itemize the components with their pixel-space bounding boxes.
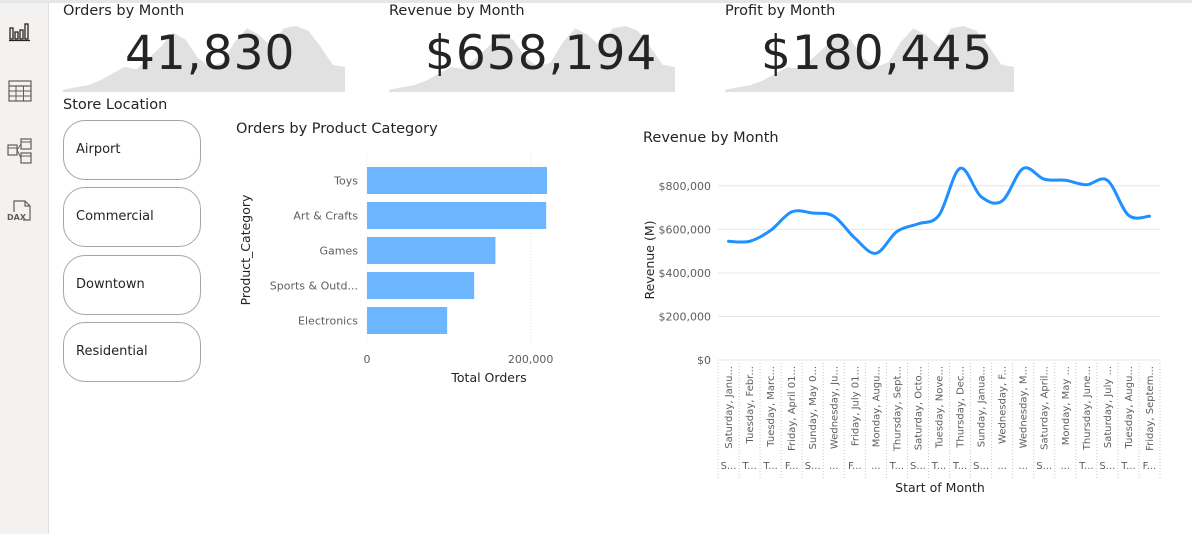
line-x-tick-label: Tuesday, Febr...: [745, 366, 756, 444]
model-view-icon[interactable]: [6, 137, 34, 165]
bar-x-tick-label: 200,000: [508, 353, 554, 366]
line-x-tick-sublabel: T...: [762, 461, 777, 472]
line-x-tick-label: Sunday, Janua...: [977, 366, 988, 447]
slicer-option-label: Airport: [76, 142, 121, 157]
line-y-tick-label: $600,000: [659, 223, 712, 236]
table-view-icon[interactable]: [6, 77, 34, 105]
line-x-tick-label: Wednesday, Ju...: [829, 366, 840, 449]
bar-y-axis-title: Product_Category: [238, 194, 253, 305]
line-x-tick-sublabel: S...: [1036, 461, 1052, 472]
bar-x-axis-title: Total Orders: [450, 370, 526, 385]
line-x-tick-sublabel: ...: [871, 461, 881, 472]
line-x-tick-sublabel: T...: [952, 461, 967, 472]
line-x-tick-label: Tuesday, Augu...: [1124, 366, 1135, 449]
line-y-tick-label: $0: [697, 354, 711, 367]
kpi-sparkline: [725, 26, 1014, 92]
kpi-card-profit: Profit by Month $180,445: [725, 0, 1014, 92]
bar-x-tick-label: 0: [364, 353, 371, 366]
bar[interactable]: [367, 167, 547, 194]
line-x-tick-label: Thursday, Sept...: [892, 366, 903, 452]
slicer-title: Store Location: [63, 97, 168, 113]
line-y-tick-label: $800,000: [659, 180, 712, 193]
line-x-tick-sublabel: F...: [785, 461, 799, 472]
line-x-tick-sublabel: T...: [741, 461, 756, 472]
report-view-icon[interactable]: [6, 18, 34, 46]
line-x-tick-sublabel: F...: [1143, 461, 1157, 472]
line-x-tick-sublabel: S...: [805, 461, 821, 472]
line-x-tick-sublabel: ...: [1018, 461, 1028, 472]
line-x-tick-sublabel: T...: [931, 461, 946, 472]
line-x-tick-sublabel: T...: [889, 461, 904, 472]
kpi-title: Revenue by Month: [389, 3, 525, 19]
line-x-tick-label: Friday, Septem...: [1145, 366, 1156, 451]
view-sidebar: DAX: [0, 3, 49, 534]
bar-chart-title: Orders by Product Category: [236, 121, 438, 137]
bar-category-label: Games: [320, 245, 359, 258]
slicer-option-label: Residential: [76, 344, 148, 359]
line-x-tick-label: Saturday, April...: [1040, 366, 1051, 450]
line-x-tick-label: Monday, Augu...: [871, 366, 882, 447]
line-x-tick-sublabel: S...: [910, 461, 926, 472]
slicer-option-airport[interactable]: Airport: [63, 120, 201, 180]
line-x-tick-sublabel: F...: [848, 461, 862, 472]
slicer-option-residential[interactable]: Residential: [63, 322, 201, 382]
bar[interactable]: [367, 237, 496, 264]
bar[interactable]: [367, 272, 475, 299]
line-x-tick-sublabel: T...: [1120, 461, 1135, 472]
line-x-tick-label: Saturday, Janu...: [724, 366, 735, 449]
kpi-value: $180,445: [761, 26, 994, 81]
kpi-sparkline: [63, 26, 345, 92]
line-x-tick-label: Sunday, May 0...: [808, 366, 819, 450]
line-y-tick-label: $400,000: [659, 267, 712, 280]
line-x-tick-label: Saturday, Octo...: [914, 366, 925, 450]
line-x-tick-label: Saturday, July ...: [1103, 366, 1114, 448]
bar-category-label: Art & Crafts: [293, 210, 358, 223]
line-x-tick-label: Monday, May ...: [1061, 366, 1072, 445]
bar-category-label: Sports & Outd...: [270, 280, 358, 293]
line-x-tick-sublabel: S...: [1099, 461, 1115, 472]
line-x-tick-sublabel: S...: [721, 461, 737, 472]
slicer-option-downtown[interactable]: Downtown: [63, 255, 201, 315]
line-x-tick-label: Tuesday, Nove...: [935, 366, 946, 449]
kpi-title: Profit by Month: [725, 3, 836, 19]
bar-category-label: Toys: [333, 175, 358, 188]
kpi-card-orders: Orders by Month 41,830: [63, 0, 345, 92]
orders-by-category-bar-chart[interactable]: 0 200,000 Toys Art & Crafts Games Sports & Ou…: [230, 145, 590, 390]
line-x-tick-sublabel: ...: [829, 461, 839, 472]
line-x-tick-sublabel: ...: [1061, 461, 1071, 472]
line-x-tick-label: Thursday, June...: [1082, 366, 1093, 451]
kpi-title: Orders by Month: [63, 3, 185, 19]
line-x-tick-sublabel: T...: [1078, 461, 1093, 472]
line-x-tick-sublabel: S...: [973, 461, 989, 472]
bar-category-label: Electronics: [298, 315, 358, 328]
kpi-card-revenue: Revenue by Month $658,194: [389, 0, 675, 92]
revenue-by-month-line-chart[interactable]: $0 $200,000 $400,000 $600,000 $800,000 Saturd…: [640, 160, 1170, 500]
kpi-sparkline: [389, 26, 675, 92]
kpi-value: $658,194: [425, 26, 658, 81]
line-x-tick-label: Wednesday, M...: [1019, 366, 1030, 448]
svg-text:DAX: DAX: [7, 213, 27, 222]
slicer-option-commercial[interactable]: Commercial: [63, 187, 201, 247]
line-x-tick-label: Friday, April 01...: [787, 366, 798, 451]
slicer-option-label: Commercial: [76, 209, 154, 224]
line-x-tick-sublabel: ...: [997, 461, 1007, 472]
revenue-series-line[interactable]: [727, 166, 1151, 255]
dax-query-view-icon[interactable]: DAX: [6, 198, 34, 226]
line-x-tick-label: Friday, July 01...: [850, 366, 861, 446]
line-x-tick-label: Thursday, Dec...: [956, 366, 967, 449]
line-x-tick-label: Wednesday, F...: [998, 366, 1009, 444]
bar[interactable]: [367, 307, 448, 334]
line-chart-title: Revenue by Month: [643, 130, 779, 146]
line-y-tick-label: $200,000: [659, 310, 712, 323]
top-bar: [0, 0, 1192, 3]
line-y-axis-title: Revenue (M): [642, 221, 657, 300]
bar[interactable]: [367, 202, 547, 229]
slicer-option-label: Downtown: [76, 277, 145, 292]
kpi-value: 41,830: [125, 26, 296, 81]
line-x-tick-label: Tuesday, Marc...: [766, 366, 777, 448]
line-x-axis-title: Start of Month: [895, 480, 985, 495]
